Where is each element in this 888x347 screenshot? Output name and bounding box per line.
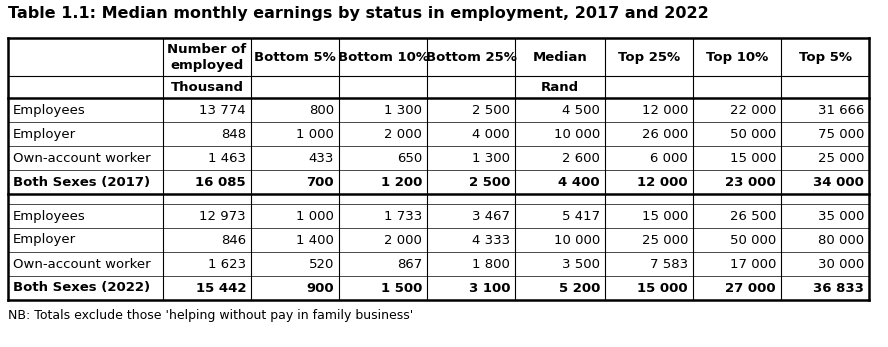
Text: 846: 846 <box>221 234 246 246</box>
Text: 15 000: 15 000 <box>638 281 688 295</box>
Text: Own-account worker: Own-account worker <box>13 152 151 164</box>
Text: 1 463: 1 463 <box>208 152 246 164</box>
Text: 27 000: 27 000 <box>725 281 776 295</box>
Text: Employees: Employees <box>13 103 86 117</box>
Text: 26 500: 26 500 <box>730 210 776 222</box>
Text: 34 000: 34 000 <box>813 176 864 188</box>
Text: 2 000: 2 000 <box>385 234 422 246</box>
Text: 1 000: 1 000 <box>296 127 334 141</box>
Text: 1 500: 1 500 <box>381 281 422 295</box>
Text: 25 000: 25 000 <box>642 234 688 246</box>
Text: 13 774: 13 774 <box>200 103 246 117</box>
Text: 31 666: 31 666 <box>818 103 864 117</box>
Text: Both Sexes (2022): Both Sexes (2022) <box>13 281 150 295</box>
Text: Number of
employed: Number of employed <box>167 42 247 71</box>
Text: 867: 867 <box>397 257 422 271</box>
Text: 2 000: 2 000 <box>385 127 422 141</box>
Text: 4 500: 4 500 <box>562 103 600 117</box>
Text: 12 000: 12 000 <box>642 103 688 117</box>
Text: 2 500: 2 500 <box>472 103 510 117</box>
Text: Employees: Employees <box>13 210 86 222</box>
Text: 3 100: 3 100 <box>469 281 510 295</box>
Text: 36 833: 36 833 <box>813 281 864 295</box>
Text: 4 333: 4 333 <box>472 234 510 246</box>
Text: 1 623: 1 623 <box>208 257 246 271</box>
Text: 1 000: 1 000 <box>296 210 334 222</box>
Text: Thousand: Thousand <box>170 81 243 93</box>
Text: 700: 700 <box>306 176 334 188</box>
Text: 1 300: 1 300 <box>384 103 422 117</box>
Text: 4 000: 4 000 <box>472 127 510 141</box>
Text: 1 800: 1 800 <box>472 257 510 271</box>
Text: 15 442: 15 442 <box>195 281 246 295</box>
Text: Bottom 25%: Bottom 25% <box>425 51 517 64</box>
Text: 22 000: 22 000 <box>730 103 776 117</box>
Text: 12 973: 12 973 <box>200 210 246 222</box>
Text: 10 000: 10 000 <box>554 127 600 141</box>
Text: 3 500: 3 500 <box>562 257 600 271</box>
Text: Rand: Rand <box>541 81 579 93</box>
Text: 2 500: 2 500 <box>469 176 510 188</box>
Text: 16 085: 16 085 <box>195 176 246 188</box>
Text: Own-account worker: Own-account worker <box>13 257 151 271</box>
Text: 17 000: 17 000 <box>730 257 776 271</box>
Text: 6 000: 6 000 <box>650 152 688 164</box>
Text: 433: 433 <box>309 152 334 164</box>
Text: 50 000: 50 000 <box>730 127 776 141</box>
Text: Median: Median <box>533 51 587 64</box>
Text: 5 200: 5 200 <box>559 281 600 295</box>
Text: 26 000: 26 000 <box>642 127 688 141</box>
Text: 800: 800 <box>309 103 334 117</box>
Text: Top 5%: Top 5% <box>798 51 852 64</box>
Text: 848: 848 <box>221 127 246 141</box>
Text: Employer: Employer <box>13 234 76 246</box>
Text: 50 000: 50 000 <box>730 234 776 246</box>
Text: Table 1.1: Median monthly earnings by status in employment, 2017 and 2022: Table 1.1: Median monthly earnings by st… <box>8 6 709 21</box>
Text: 2 600: 2 600 <box>562 152 600 164</box>
Text: 15 000: 15 000 <box>730 152 776 164</box>
Text: 15 000: 15 000 <box>642 210 688 222</box>
Text: Top 10%: Top 10% <box>706 51 768 64</box>
Text: 12 000: 12 000 <box>638 176 688 188</box>
Text: Both Sexes (2017): Both Sexes (2017) <box>13 176 150 188</box>
Text: 4 400: 4 400 <box>559 176 600 188</box>
Text: 3 467: 3 467 <box>472 210 510 222</box>
Text: 30 000: 30 000 <box>818 257 864 271</box>
Text: Top 25%: Top 25% <box>618 51 680 64</box>
Text: 75 000: 75 000 <box>818 127 864 141</box>
Text: 1 300: 1 300 <box>472 152 510 164</box>
Text: 80 000: 80 000 <box>818 234 864 246</box>
Text: 520: 520 <box>309 257 334 271</box>
Text: 23 000: 23 000 <box>725 176 776 188</box>
Text: 25 000: 25 000 <box>818 152 864 164</box>
Text: Bottom 10%: Bottom 10% <box>337 51 429 64</box>
Text: 10 000: 10 000 <box>554 234 600 246</box>
Text: 7 583: 7 583 <box>650 257 688 271</box>
Text: 1 400: 1 400 <box>296 234 334 246</box>
Text: Employer: Employer <box>13 127 76 141</box>
Text: 1 200: 1 200 <box>381 176 422 188</box>
Text: 1 733: 1 733 <box>384 210 422 222</box>
Text: NB: Totals exclude those 'helping without pay in family business': NB: Totals exclude those 'helping withou… <box>8 310 413 322</box>
Text: 900: 900 <box>306 281 334 295</box>
Text: 35 000: 35 000 <box>818 210 864 222</box>
Text: Bottom 5%: Bottom 5% <box>254 51 336 64</box>
Text: 5 417: 5 417 <box>562 210 600 222</box>
Text: 650: 650 <box>397 152 422 164</box>
